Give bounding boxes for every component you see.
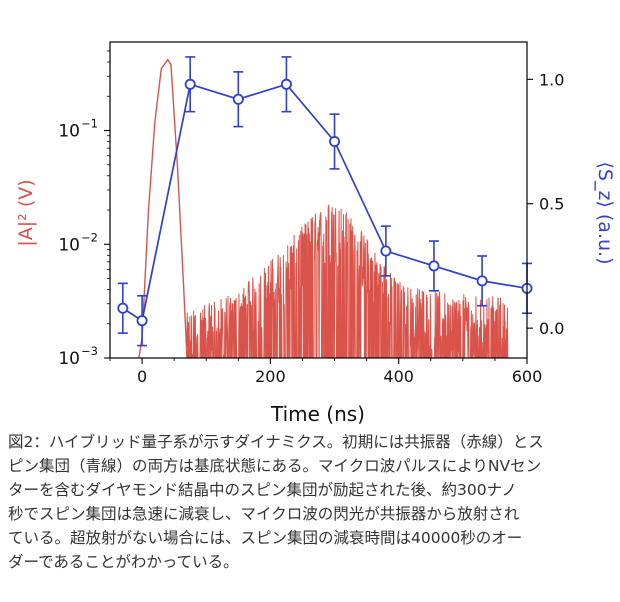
right-tick-label: 1.0 [539, 70, 564, 89]
left-tick-label: 10 [58, 122, 80, 142]
spin-point [330, 137, 339, 146]
left-axis-label: |A|² (V) [15, 179, 37, 246]
caption-line: 秒でスピン集団は急速に減衰し、マイクロ波の閃光が共振器から放射され [8, 502, 612, 526]
chart-figure: 0 200 400 600 10−310−210−1 0.00.51.0 Time (… [0, 0, 620, 430]
left-axis-ticks: 10−310−210−1 [58, 51, 110, 369]
right-tick-label: 0.0 [539, 319, 564, 338]
x-tick-label: 0 [137, 367, 147, 386]
caption-line: ている。超放射がない場合には、スピン集団の減衰時間は40000秒のオー [8, 526, 612, 550]
caption-line: ピン集団（青線）の両方は基底状態にある。マイクロ波パルスによりNVセン [8, 454, 612, 478]
left-tick-exponent: −1 [81, 117, 98, 131]
spin-point [282, 80, 291, 89]
spin-point [137, 316, 146, 325]
resonator-noise-trace [187, 205, 508, 358]
left-tick-exponent: −3 [81, 344, 98, 358]
x-tick-label: 600 [512, 367, 543, 386]
left-tick-label: 10 [58, 235, 80, 255]
right-axis-ticks: 0.0 0.5 1.0 [527, 70, 564, 338]
x-tick-label: 400 [383, 367, 414, 386]
right-axis-label: ⟨S_z⟩ (a.u.) [594, 162, 616, 265]
x-tick-label: 200 [255, 367, 286, 386]
spin-point [234, 95, 243, 104]
spin-point [118, 304, 127, 313]
resonator-noise-line [187, 205, 508, 358]
spin-point [477, 276, 486, 285]
caption-line: ターを含むダイヤモンド結晶中のスピン集団が励起された後、約300ナノ [8, 478, 612, 502]
spin-point [186, 80, 195, 89]
spin-point [381, 246, 390, 255]
left-tick-exponent: −2 [81, 230, 98, 244]
x-axis-ticks: 0 200 400 600 [110, 358, 542, 386]
resonator-peak-trace [139, 60, 187, 358]
figure-caption: 図2：ハイブリッド量子系が示すダイナミクス。初期には共振器（赤線）とス ピン集団… [8, 430, 612, 574]
resonator-peak-line [139, 60, 187, 358]
caption-line: ダーであることがわかっている。 [8, 550, 612, 574]
x-axis-label: Time (ns) [270, 402, 365, 426]
right-tick-label: 0.5 [539, 195, 564, 214]
left-tick-label: 10 [58, 349, 80, 369]
caption-line: 図2：ハイブリッド量子系が示すダイナミクス。初期には共振器（赤線）とス [8, 430, 612, 454]
spin-point [429, 261, 438, 270]
